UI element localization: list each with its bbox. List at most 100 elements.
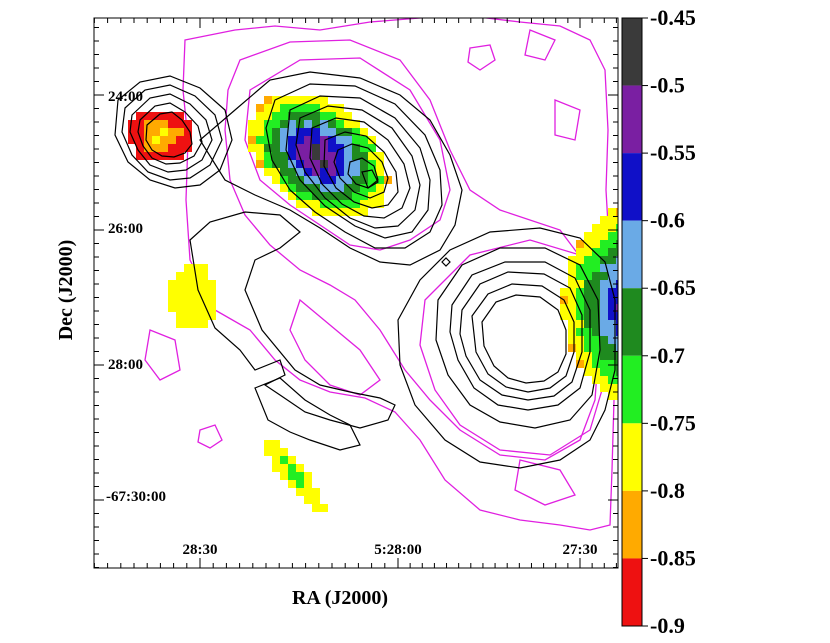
map-pixel [600, 344, 608, 352]
map-pixel [288, 152, 296, 160]
map-pixel [688, 360, 696, 368]
map-pixel [312, 128, 320, 136]
map-pixel [664, 320, 672, 328]
map-pixel [320, 176, 328, 184]
map-pixel [344, 160, 352, 168]
map-pixel [288, 480, 296, 488]
map-pixel [280, 112, 288, 120]
map-pixel [376, 176, 384, 184]
map-pixel [376, 192, 384, 200]
map-pixel [296, 488, 304, 496]
map-pixel [312, 120, 320, 128]
map-pixel [288, 128, 296, 136]
map-pixel [176, 152, 184, 160]
map-pixel [648, 232, 656, 240]
map-pixel [352, 144, 360, 152]
map-pixel [568, 296, 576, 304]
map-pixel [688, 336, 696, 344]
map-pixel [576, 360, 584, 368]
map-pixel [648, 312, 656, 320]
map-pixel [280, 160, 288, 168]
map-pixel [352, 120, 360, 128]
colorbar-bin [622, 355, 642, 424]
map-pixel [320, 112, 328, 120]
map-pixel [168, 288, 176, 296]
map-pixel [184, 120, 192, 128]
map-pixel [320, 200, 328, 208]
map-pixel [304, 120, 312, 128]
map-pixel [672, 248, 680, 256]
map-pixel [600, 272, 608, 280]
map-pixel [136, 128, 144, 136]
colorbar-labels: -0.45 -0.5 -0.55 -0.6 -0.65 -0.7 -0.75 -0.8 -0.8… [642, 5, 696, 638]
map-pixel [304, 488, 312, 496]
region-northern-lobe [248, 96, 392, 216]
map-pixel [312, 144, 320, 152]
x-axis-title: RA (J2000) [292, 587, 388, 609]
map-pixel [568, 344, 576, 352]
map-pixel [704, 272, 712, 280]
map-pixel [664, 328, 672, 336]
map-pixel [152, 112, 160, 120]
colorbar-label: -0.75 [650, 410, 696, 435]
map-pixel [688, 344, 696, 352]
map-pixel [296, 472, 304, 480]
map-pixel [192, 280, 200, 288]
map-pixel [184, 288, 192, 296]
map-pixel [360, 176, 368, 184]
map-pixel [592, 264, 600, 272]
map-pixel [280, 464, 288, 472]
map-pixel [328, 168, 336, 176]
map-pixel [600, 240, 608, 248]
map-pixel [704, 288, 712, 296]
map-pixel [592, 304, 600, 312]
map-pixel [688, 232, 696, 240]
map-pixel [184, 304, 192, 312]
map-pixel [376, 160, 384, 168]
map-pixel [368, 152, 376, 160]
map-pixel [128, 120, 136, 128]
map-pixel [280, 472, 288, 480]
map-pixel [688, 368, 696, 376]
map-pixel [176, 304, 184, 312]
map-pixel [352, 168, 360, 176]
black-contour-south-4 [459, 271, 583, 401]
map-pixel [608, 304, 616, 312]
map-pixel [328, 120, 336, 128]
map-pixel [320, 208, 328, 216]
map-pixel [608, 232, 616, 240]
map-pixel [376, 200, 384, 208]
map-pixel [168, 120, 176, 128]
x-tick-label: 5:28:00 [374, 542, 422, 558]
map-pixel [296, 136, 304, 144]
map-pixel [600, 232, 608, 240]
map-pixel [184, 144, 192, 152]
map-pixel [592, 280, 600, 288]
map-pixel [176, 120, 184, 128]
map-pixel [592, 232, 600, 240]
map-pixel [696, 264, 704, 272]
map-pixel [328, 112, 336, 120]
map-pixel [280, 120, 288, 128]
map-pixel [712, 288, 720, 296]
map-pixel [272, 160, 280, 168]
map-pixel [576, 296, 584, 304]
map-pixel [184, 128, 192, 136]
map-pixel [304, 496, 312, 504]
map-pixel [264, 96, 272, 104]
map-pixel [312, 160, 320, 168]
map-pixel [616, 256, 618, 264]
map-pixel [296, 168, 304, 176]
y-tick-label: 24:00 [108, 89, 143, 105]
map-pixel [288, 104, 296, 112]
map-pixel [648, 320, 656, 328]
map-pixel [352, 176, 360, 184]
map-pixel [312, 184, 320, 192]
map-pixel [616, 264, 618, 272]
map-pixel [336, 168, 344, 176]
map-pixel [272, 176, 280, 184]
map-pixel [664, 240, 672, 248]
map-pixel [328, 136, 336, 144]
map-pixel [600, 216, 608, 224]
magenta-contour-6 [524, 29, 556, 61]
